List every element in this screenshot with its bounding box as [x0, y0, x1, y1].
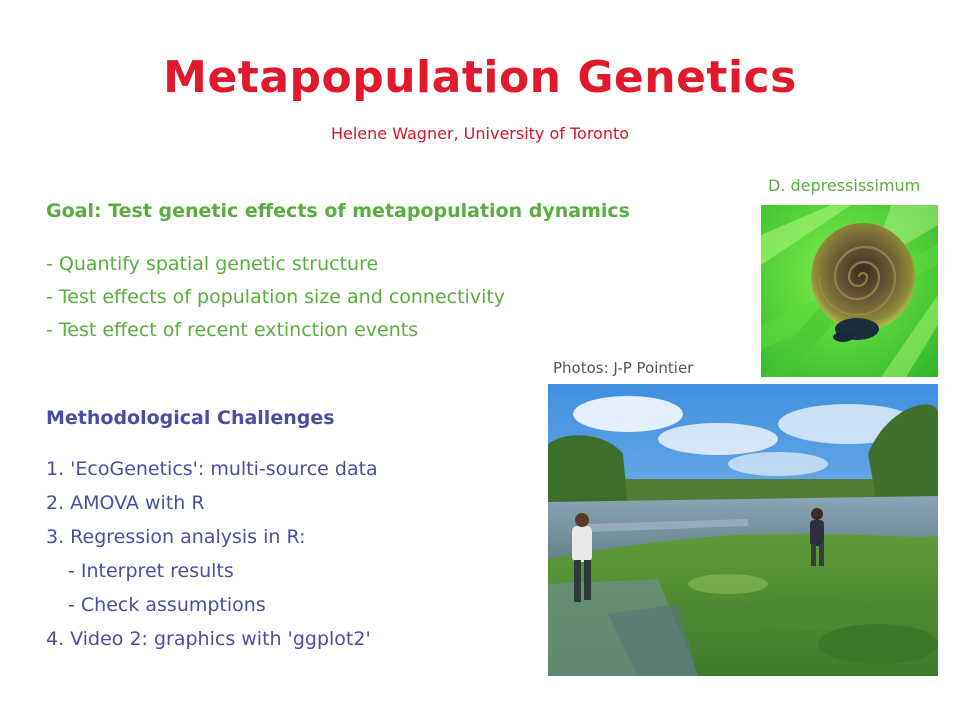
goal-item: - Quantify spatial genetic structure	[46, 253, 379, 275]
slide-title: Metapopulation Genetics	[163, 52, 797, 103]
methods-list: 1. 'EcoGenetics': multi-source data 2. A…	[46, 455, 378, 659]
method-item: 1. 'EcoGenetics': multi-source data	[46, 458, 378, 480]
method-item: 4. Video 2: graphics with 'ggplot2'	[46, 628, 371, 650]
goal-heading: Goal: Test genetic effects of metapopula…	[46, 200, 630, 222]
methods-heading: Methodological Challenges	[46, 407, 335, 429]
goal-item: - Test effect of recent extinction event…	[46, 319, 419, 341]
photo-credit: Photos: J-P Pointier	[553, 359, 694, 377]
goal-item: - Test effects of population size and co…	[46, 286, 506, 308]
snail-photo	[761, 205, 938, 377]
species-label: D. depressissimum	[768, 176, 921, 195]
pond-field-photo	[548, 384, 938, 676]
method-subitem: - Interpret results	[68, 560, 234, 582]
slide-subtitle: Helene Wagner, University of Toronto	[330, 124, 630, 143]
method-item: 3. Regression analysis in R:	[46, 526, 306, 548]
method-item: 2. AMOVA with R	[46, 492, 205, 514]
goal-list: - Quantify spatial genetic structure - T…	[46, 250, 505, 349]
method-subitem: - Check assumptions	[68, 594, 266, 616]
